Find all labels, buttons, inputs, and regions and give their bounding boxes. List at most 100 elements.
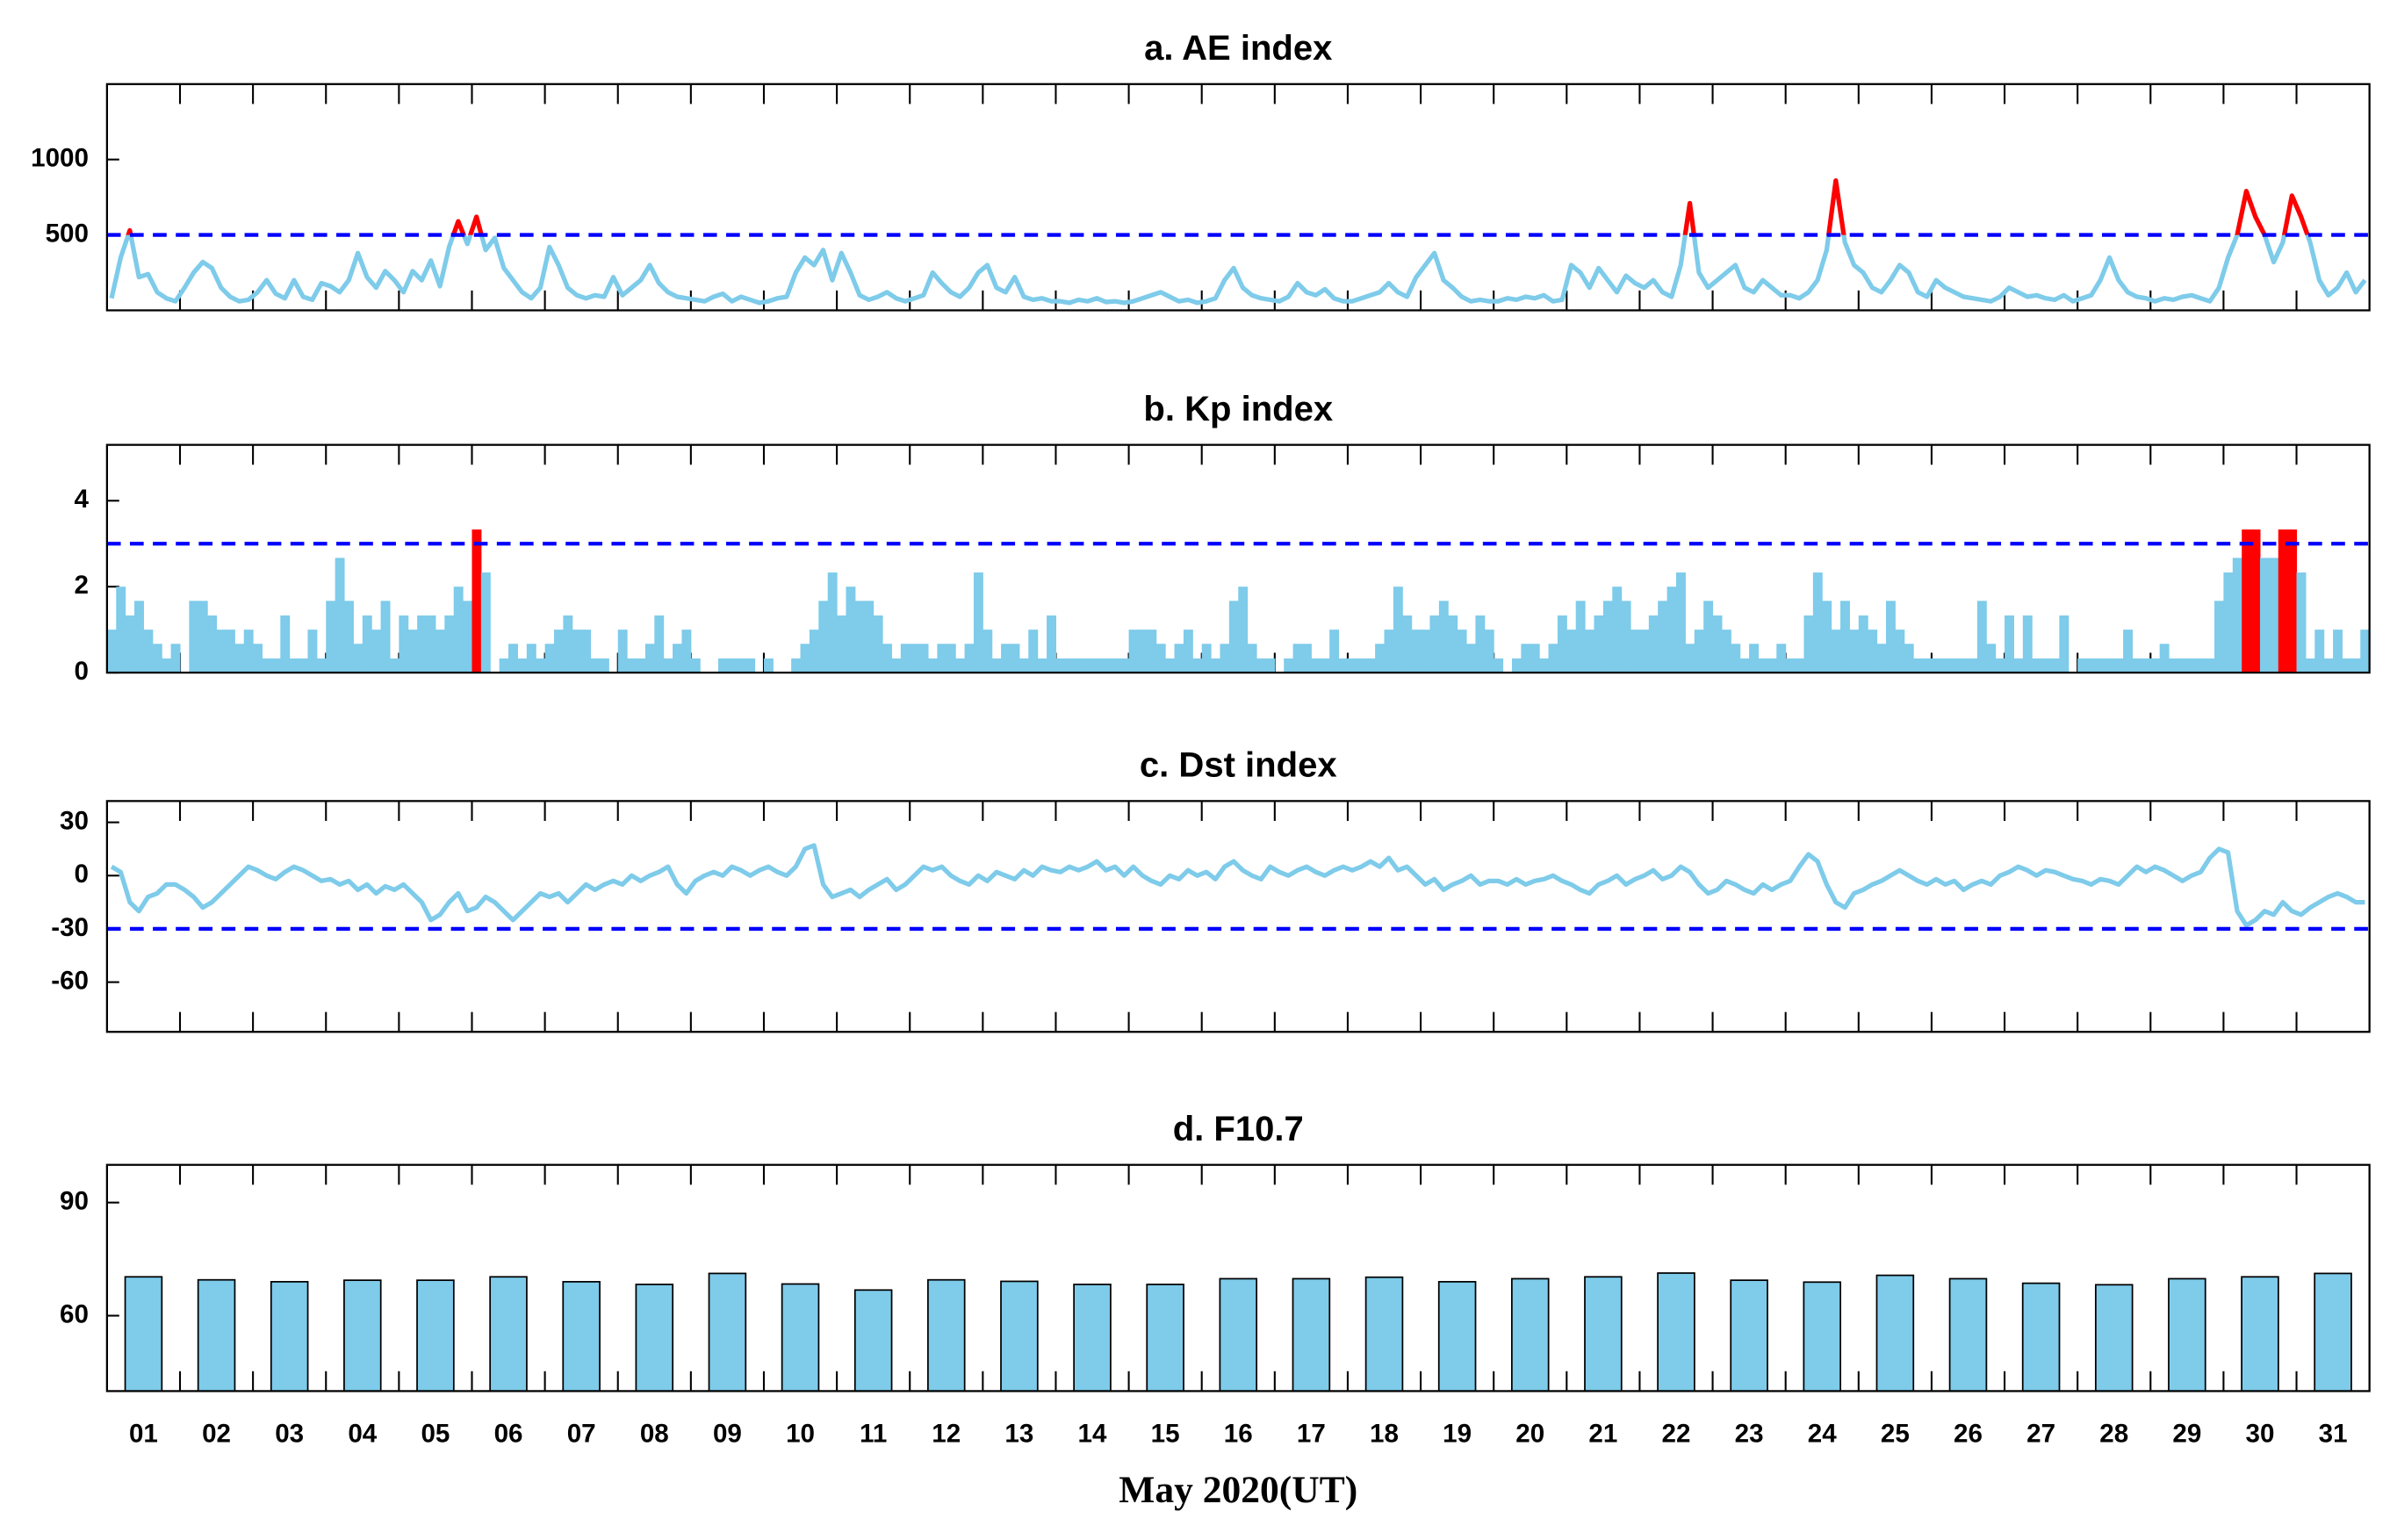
bar [1155, 644, 1166, 673]
bar [1338, 658, 1349, 673]
bar [2013, 658, 2024, 673]
bar [873, 615, 883, 673]
bar [1421, 630, 1430, 673]
bar [1083, 658, 1093, 673]
bar [1585, 630, 1595, 673]
bar [1795, 658, 1804, 673]
bar [435, 630, 445, 673]
bar [189, 601, 199, 673]
x-tick-label: 21 [1588, 1420, 1617, 1449]
bar [827, 572, 838, 673]
bar [1749, 644, 1760, 673]
bar [718, 658, 728, 673]
bar [818, 601, 829, 673]
x-tick-label: 09 [713, 1420, 742, 1449]
x-tick-label: 31 [2319, 1420, 2348, 1449]
bar [134, 601, 144, 673]
bar [1329, 630, 1340, 673]
bar [344, 601, 354, 673]
bar [2105, 658, 2115, 673]
bar [853, 1289, 893, 1392]
x-tick-label: 27 [2026, 1420, 2055, 1449]
bar [1875, 1274, 1915, 1392]
bar [1959, 658, 1969, 673]
bar [1201, 644, 1212, 673]
bar [663, 658, 673, 673]
bar [1110, 658, 1120, 673]
bar [910, 644, 920, 673]
bar [1128, 630, 1139, 673]
bar [1311, 658, 1321, 673]
bar [800, 644, 810, 673]
bar [407, 630, 418, 673]
bar [2086, 658, 2097, 673]
bar [918, 644, 929, 673]
x-tick-label: 24 [1808, 1420, 1837, 1449]
bar [170, 644, 181, 673]
bar [1976, 601, 1987, 673]
bar [399, 615, 409, 673]
bar [1539, 658, 1550, 673]
bar [1831, 630, 1841, 673]
bar [1584, 1276, 1623, 1392]
bar [1986, 644, 1997, 673]
bar [1484, 630, 1494, 673]
bar [1658, 601, 1668, 673]
x-tick-label: 12 [932, 1420, 961, 1449]
bar [654, 615, 665, 673]
bar [635, 1283, 674, 1392]
bar [1730, 1279, 1768, 1392]
bar [1292, 644, 1303, 673]
bar [1284, 658, 1294, 673]
x-axis-label: May 2020(UT) [1119, 1469, 1357, 1511]
x-tick-label: 23 [1735, 1420, 1764, 1449]
bar [1466, 644, 1476, 673]
x-tick-label: 22 [1662, 1420, 1691, 1449]
y-tick-label: 0 [75, 860, 89, 889]
bar [1948, 1277, 1988, 1392]
bar [125, 615, 135, 673]
bar [562, 1280, 601, 1392]
bar [2186, 658, 2197, 673]
bar [891, 658, 902, 673]
bar [681, 630, 692, 673]
bar [270, 658, 281, 673]
bar [1165, 658, 1176, 673]
bar [2250, 529, 2261, 673]
bar [1630, 630, 1640, 673]
bar [1047, 615, 1056, 673]
bar [517, 658, 528, 673]
bar [1438, 601, 1449, 673]
y-tick-label: 0 [75, 657, 89, 686]
bar [280, 615, 291, 673]
bar [1347, 658, 1357, 673]
bar [1602, 601, 1613, 673]
bar [1666, 586, 1677, 673]
bar [1685, 644, 1695, 673]
bar [489, 1276, 528, 1392]
bar [617, 630, 628, 673]
bar [927, 658, 938, 673]
x-tick-label: 17 [1297, 1420, 1326, 1449]
bar [1721, 630, 1731, 673]
y-tick-label: 30 [60, 806, 89, 835]
bar [627, 658, 637, 673]
bar [2150, 658, 2161, 673]
bar [2050, 658, 2060, 673]
bar [1840, 601, 1850, 673]
bar [2350, 658, 2361, 673]
bar [1694, 630, 1704, 673]
bar [1510, 1277, 1550, 1392]
bar [2113, 658, 2124, 673]
plot-frame [105, 800, 2371, 1033]
bar [1448, 615, 1458, 673]
bar [1822, 601, 1832, 673]
bar [964, 644, 975, 673]
bar [2287, 529, 2298, 673]
bar [289, 658, 299, 673]
bar [307, 630, 318, 673]
bar [763, 658, 774, 673]
bar [2296, 572, 2307, 673]
bar [1913, 658, 1924, 673]
